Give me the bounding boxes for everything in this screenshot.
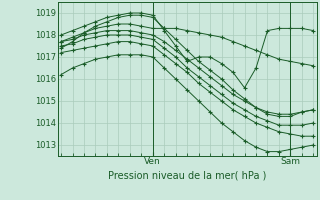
X-axis label: Pression niveau de la mer( hPa ): Pression niveau de la mer( hPa ) xyxy=(108,171,266,181)
